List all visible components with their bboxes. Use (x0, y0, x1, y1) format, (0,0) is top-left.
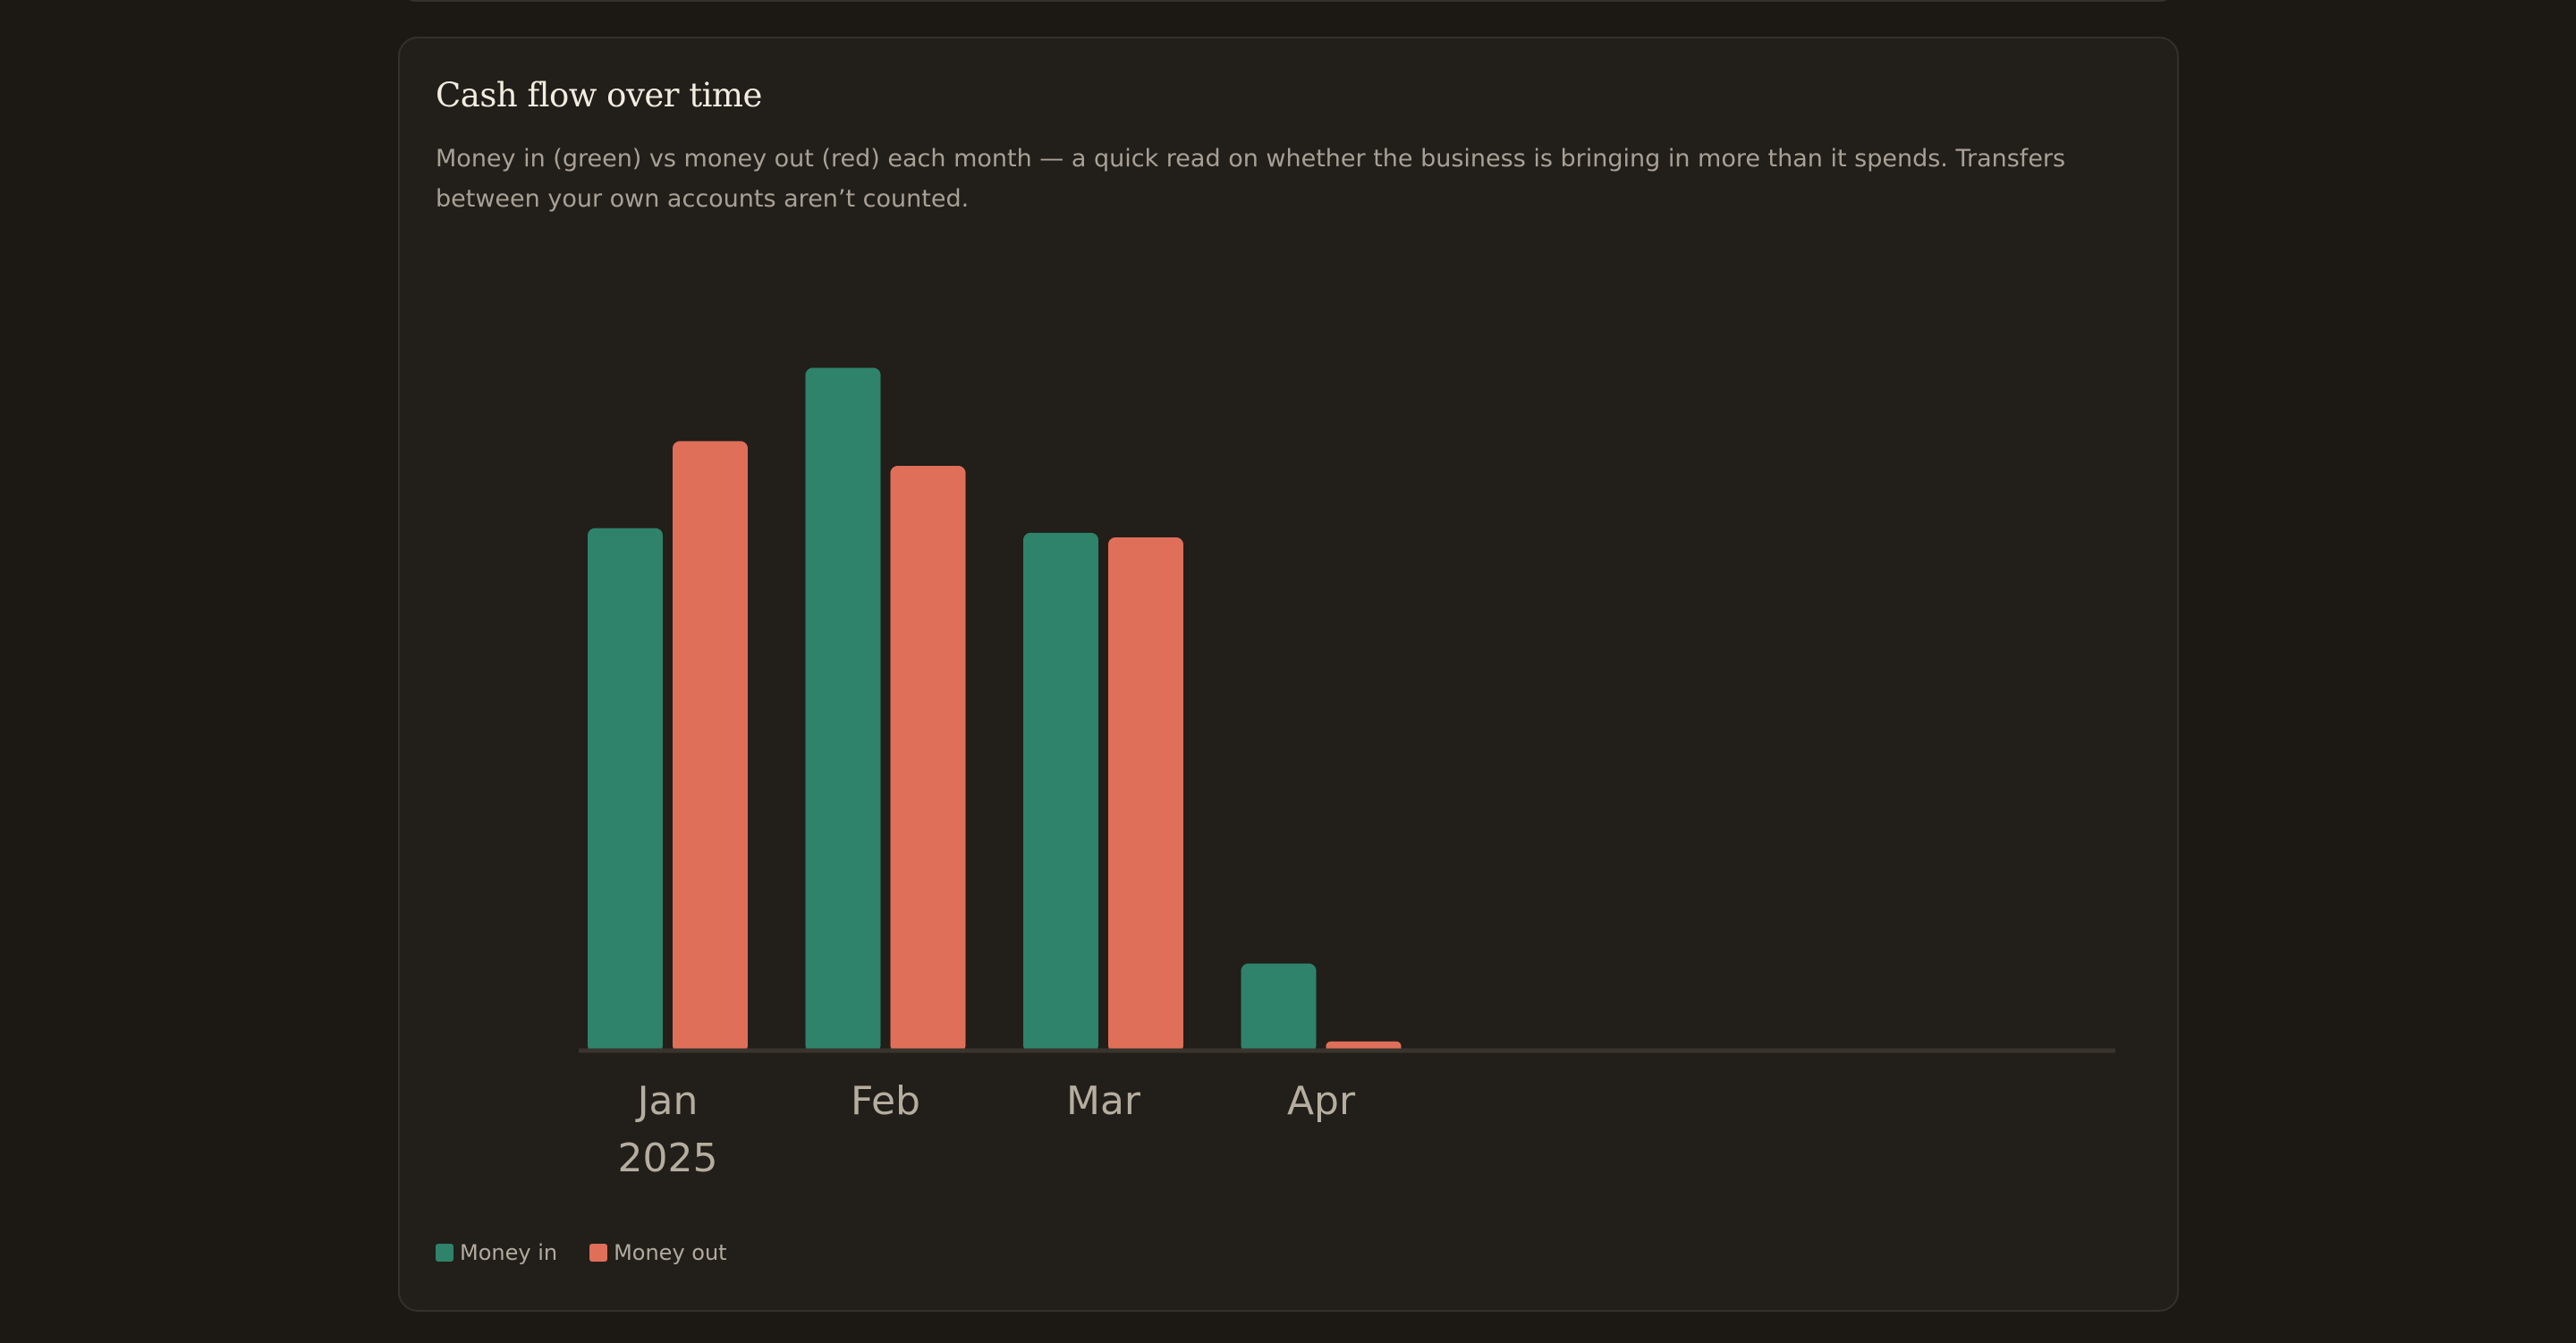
legend-swatch-money-in (436, 1244, 453, 1262)
previous-card (398, 0, 2178, 2)
legend-label-money-out: Money out (614, 1240, 727, 1265)
bar-money-in-mar[interactable] (1023, 532, 1098, 1052)
x-tick-label-mar: Mar (1066, 1078, 1141, 1124)
card-title: Cash flow over time (436, 76, 762, 114)
chart-legend: Money in Money out (436, 1240, 759, 1265)
bar-money-out-jan[interactable] (673, 441, 748, 1052)
bar-money-out-mar[interactable] (1108, 537, 1183, 1052)
bar-money-in-jan[interactable] (588, 528, 663, 1052)
x-tick-label-feb: Feb (851, 1078, 920, 1124)
bar-money-out-feb[interactable] (890, 466, 966, 1052)
cash-flow-card: Cash flow over time Money in (green) vs … (398, 37, 2179, 1312)
legend-label-money-in: Money in (460, 1240, 558, 1265)
legend-item-money-in[interactable]: Money in (436, 1240, 557, 1265)
legend-swatch-money-out (589, 1244, 608, 1262)
cash-flow-chart: Jan 2025 Feb Mar Apr (579, 367, 2115, 1181)
legend-item-money-out[interactable]: Money out (589, 1240, 727, 1265)
card-description: Money in (green) vs money out (red) each… (436, 145, 2066, 213)
x-labels-group: Jan 2025 Feb Mar Apr (618, 1078, 1356, 1181)
bar-money-in-apr[interactable] (1241, 963, 1317, 1052)
x-tick-label-jan: Jan (635, 1078, 699, 1124)
bar-money-in-feb[interactable] (805, 367, 881, 1052)
x-tick-sublabel-jan: 2025 (618, 1136, 718, 1181)
x-tick-label-apr: Apr (1287, 1078, 1356, 1124)
bars-group (588, 367, 1402, 1052)
